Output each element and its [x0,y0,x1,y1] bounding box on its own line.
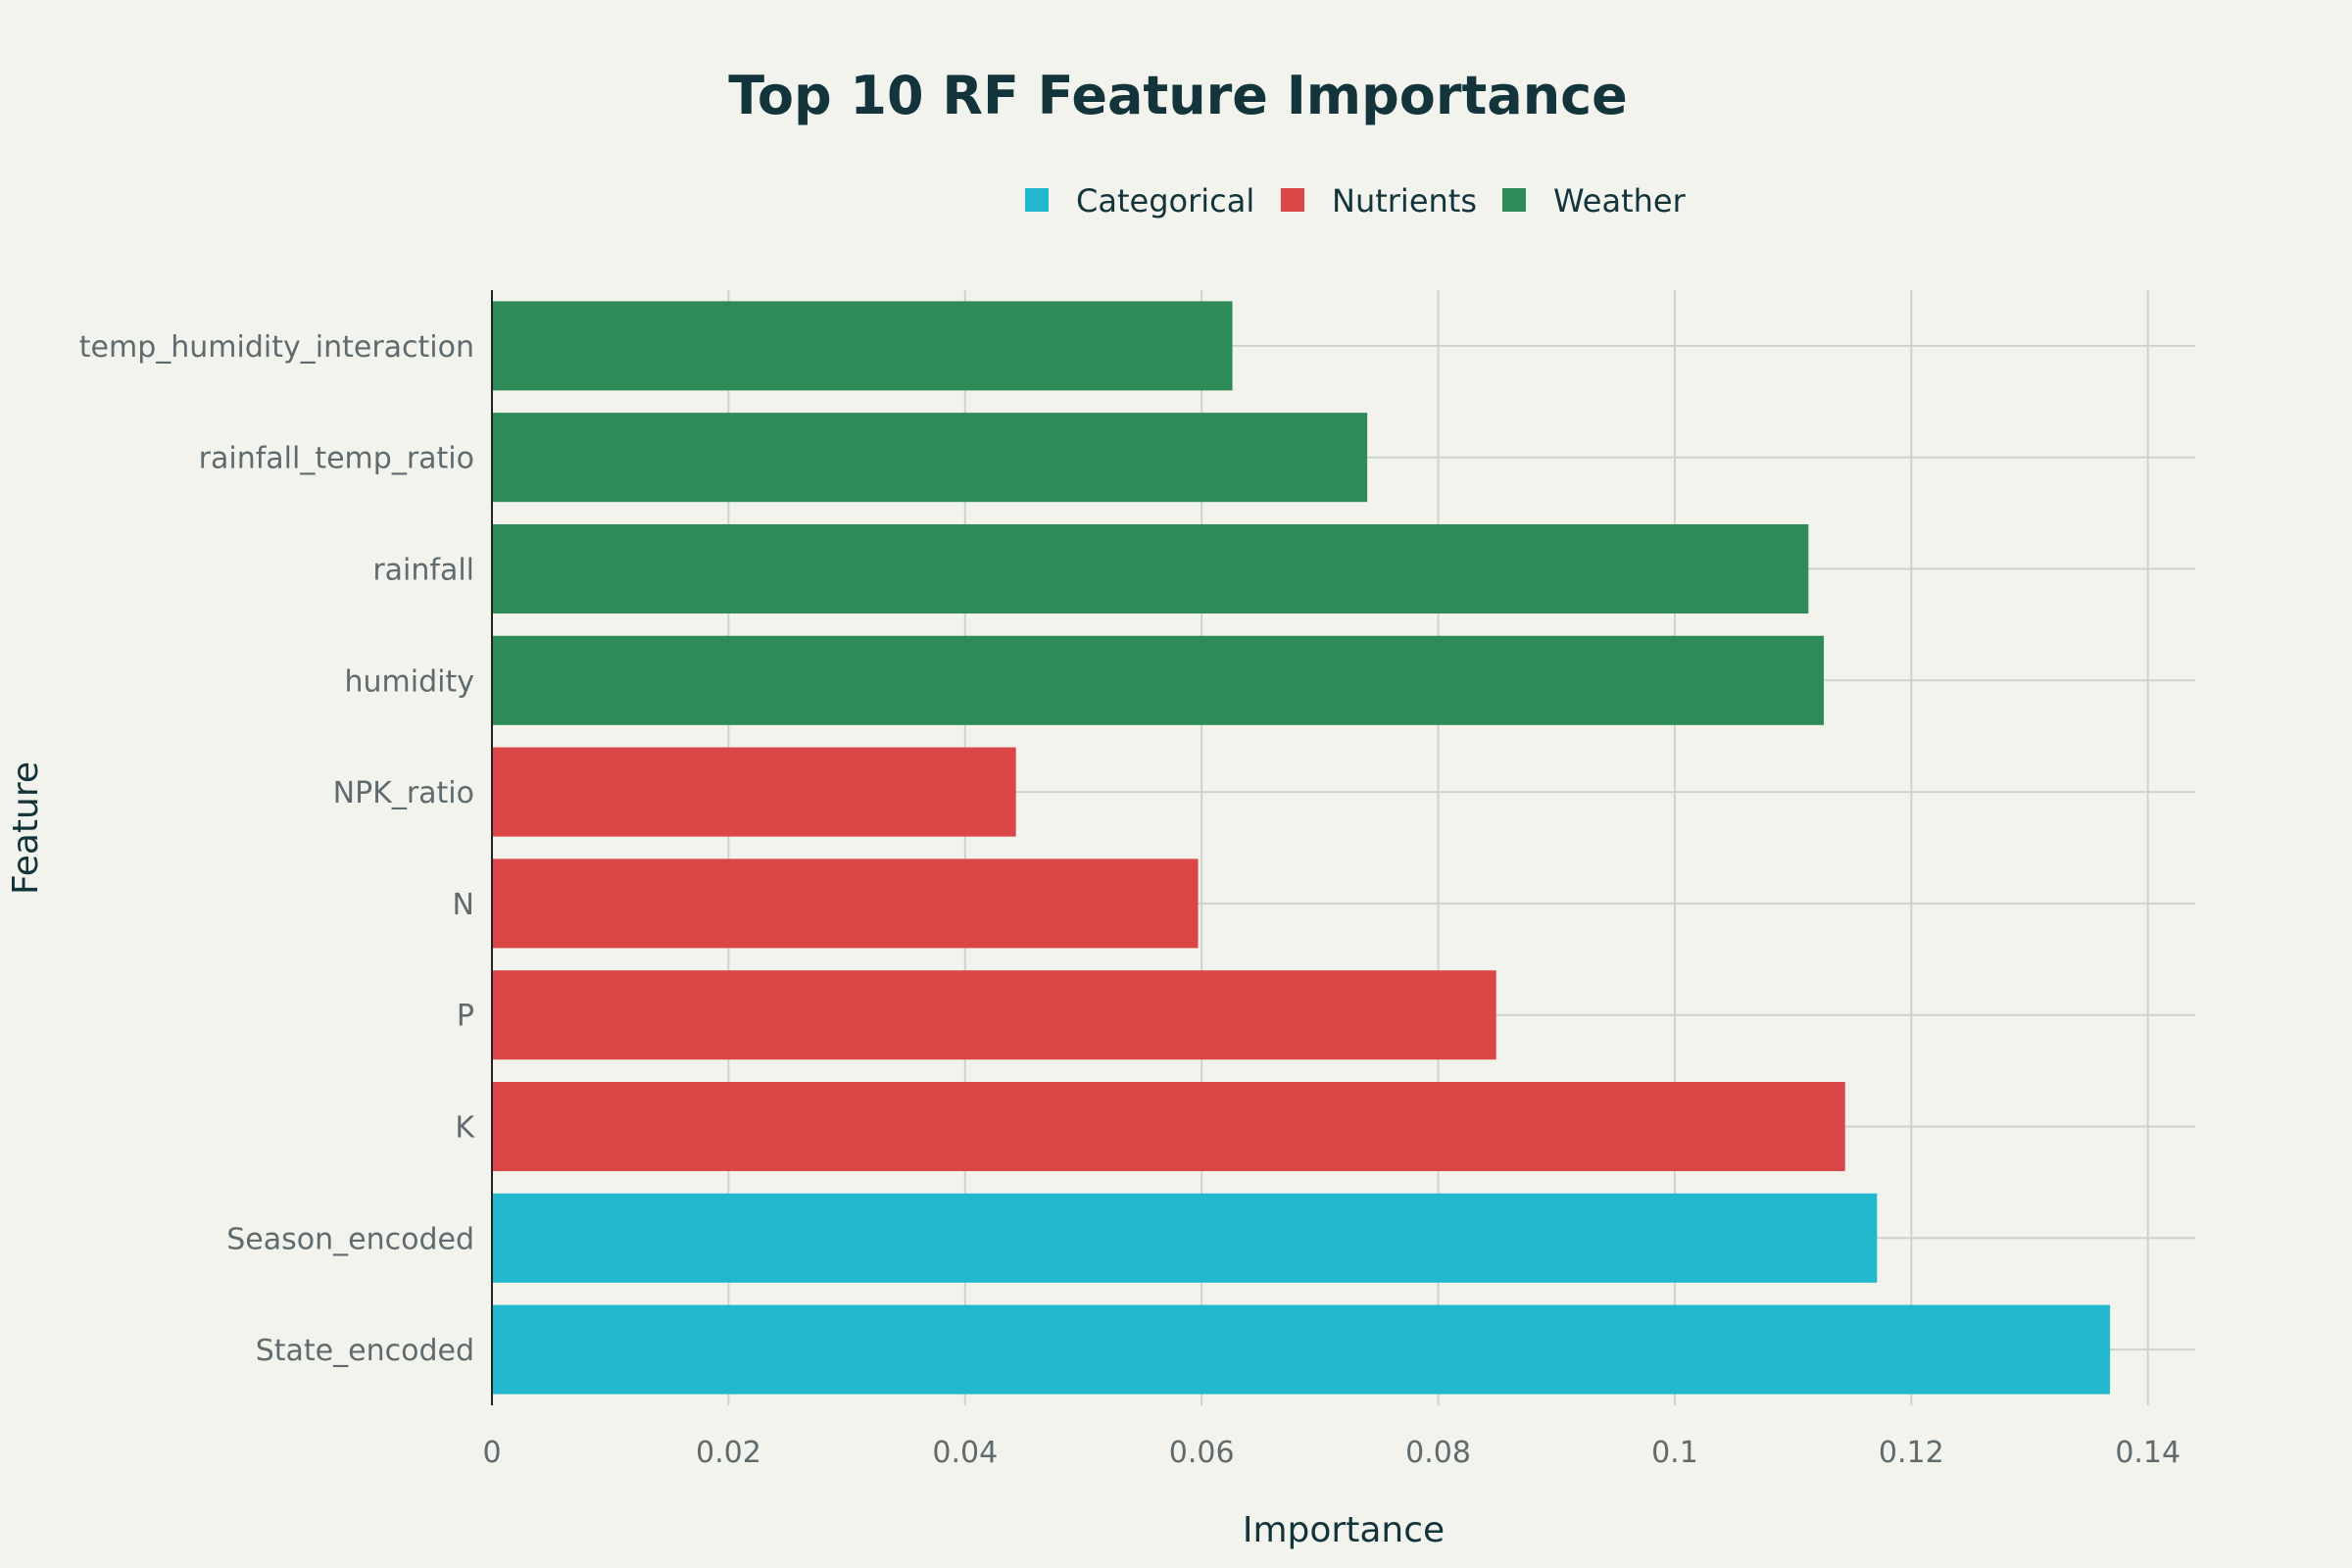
y-tick-label: rainfall_temp_ratio [199,442,474,476]
legend-label: Weather [1553,182,1687,220]
legend-swatch-categorical [1025,188,1049,212]
y-tick-label: K [455,1111,475,1146]
bar-temp_humidity_interaction [492,301,1233,391]
bar-State_encoded [492,1304,2111,1395]
bar-humidity [492,635,1825,725]
y-tick-label: N [453,888,474,922]
bar-N [492,858,1199,949]
legend-swatch-nutrients [1281,188,1304,212]
x-tick-label: 0.12 [1879,1436,1944,1470]
x-tick-label: 0 [482,1436,501,1470]
bar-rainfall_temp_ratio [492,413,1368,503]
y-axis-title: Feature [6,761,46,895]
y-tick-label: temp_humidity_interaction [79,330,474,365]
legend-swatch-weather [1502,188,1526,212]
bar-Season_encoded [492,1193,1878,1283]
x-tick-label: 0.1 [1651,1436,1698,1470]
y-tick-label: Season_encoded [226,1222,474,1256]
legend-label: Nutrients [1332,182,1477,220]
x-tick-label: 0.04 [932,1436,998,1470]
y-tick-label: NPK_ratio [333,776,474,810]
x-tick-label: 0.08 [1405,1436,1471,1470]
x-axis-title: Importance [1243,1510,1445,1550]
x-tick-label: 0.06 [1169,1436,1235,1470]
y-tick-label: P [457,1000,474,1034]
y-tick-label: rainfall [372,554,474,588]
legend-label: Categorical [1076,182,1254,220]
bar-NPK_ratio [492,747,1016,837]
bar-rainfall [492,523,1809,614]
x-tick-label: 0.02 [696,1436,761,1470]
bar-P [492,970,1496,1060]
y-tick-label: humidity [345,664,474,699]
chart-title: Top 10 RF Feature Importance [728,65,1628,126]
bar-K [492,1081,1845,1172]
bars [492,301,2111,1395]
x-tick-label: 0.14 [2115,1436,2180,1470]
legend: Categorical Nutrients Weather [1025,182,1687,220]
y-tick-label: State_encoded [256,1334,474,1368]
axes: 0 0.02 0.04 0.06 0.08 0.1 0.12 0.14 temp_humidit… [79,290,2180,1470]
